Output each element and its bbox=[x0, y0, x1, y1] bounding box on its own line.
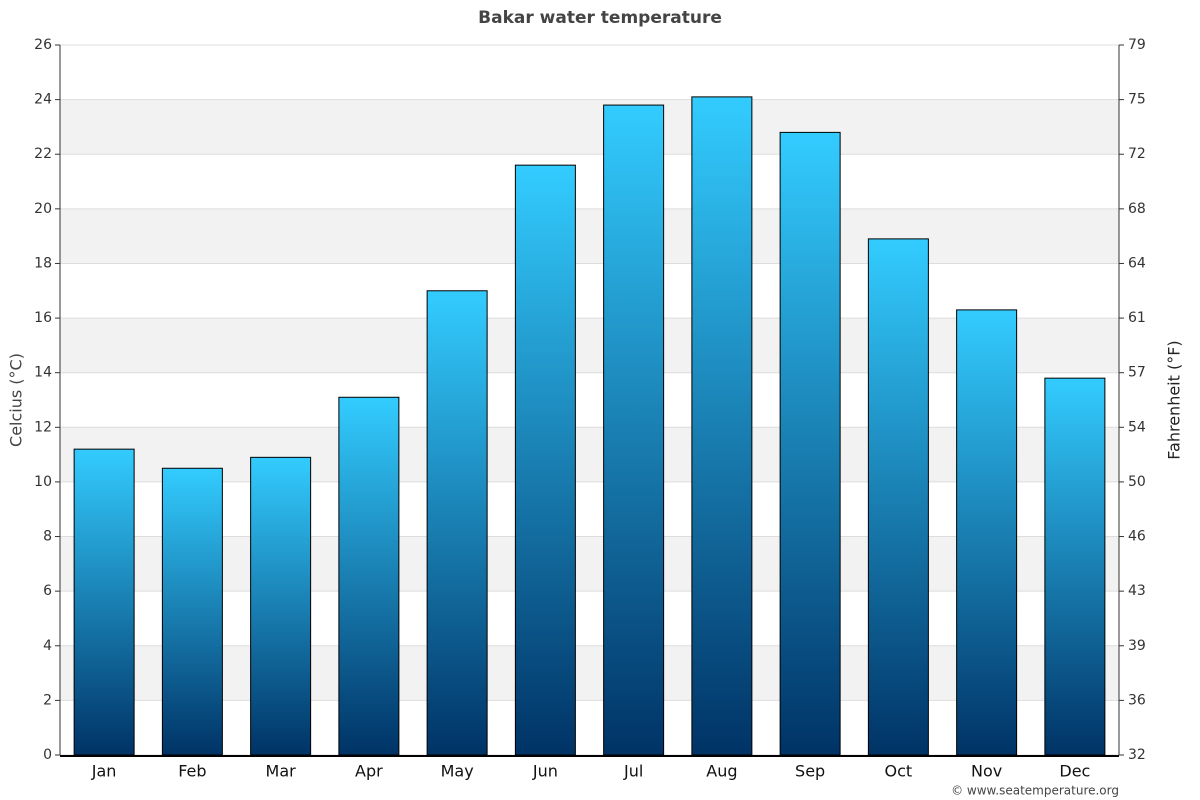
x-tick-label: Jan bbox=[91, 762, 117, 781]
bar bbox=[603, 104, 665, 756]
grid-band bbox=[60, 208, 1119, 264]
bar bbox=[161, 467, 223, 756]
x-tick-label: Jun bbox=[532, 762, 558, 781]
x-tick-label: Dec bbox=[1059, 762, 1090, 781]
y2-tick-label: 68 bbox=[1128, 201, 1146, 217]
y2-tick-label: 61 bbox=[1128, 310, 1146, 326]
y2-tick-label: 46 bbox=[1128, 529, 1146, 545]
bar bbox=[779, 131, 841, 756]
y-tick-label: 20 bbox=[34, 201, 52, 217]
y-tick-label: 2 bbox=[43, 692, 52, 708]
bar bbox=[514, 164, 576, 756]
y-tick-label: 10 bbox=[34, 474, 52, 490]
x-tick-label: Sep bbox=[795, 762, 825, 781]
y2-tick-label: 64 bbox=[1128, 255, 1146, 271]
x-tick-label: Apr bbox=[355, 762, 383, 781]
y2-tick-label: 75 bbox=[1128, 92, 1146, 108]
x-tick-label: Mar bbox=[266, 762, 297, 781]
grid-band bbox=[60, 536, 1119, 592]
y2-tick-label: 72 bbox=[1128, 146, 1146, 162]
bar bbox=[338, 396, 400, 756]
source: © www.seatemperature.org bbox=[951, 784, 1119, 798]
y2-tick-label: 79 bbox=[1128, 37, 1146, 53]
chart-title: Bakar water temperature bbox=[478, 8, 722, 28]
x-tick-label: Feb bbox=[178, 762, 206, 781]
y2-tick-label: 57 bbox=[1128, 365, 1146, 381]
y-tick-label: 4 bbox=[43, 638, 52, 654]
grid-band bbox=[60, 99, 1119, 155]
bar bbox=[867, 238, 929, 756]
bar bbox=[956, 309, 1018, 756]
y-tick-label: 8 bbox=[43, 529, 52, 545]
bar bbox=[73, 448, 135, 756]
bar bbox=[426, 290, 488, 756]
y-tick-label: 6 bbox=[43, 583, 52, 599]
y2-tick-label: 39 bbox=[1128, 638, 1146, 654]
y-tick-label: 12 bbox=[34, 419, 52, 435]
y-tick-label: 22 bbox=[34, 146, 52, 162]
y2-tick-label: 43 bbox=[1128, 583, 1146, 599]
y-tick-label: 0 bbox=[43, 747, 52, 763]
y2-tick-label: 50 bbox=[1128, 474, 1146, 490]
bar bbox=[691, 96, 753, 756]
grid-band bbox=[60, 427, 1119, 482]
x-tick-label: Aug bbox=[706, 762, 737, 781]
y-tick-label: 26 bbox=[34, 37, 52, 53]
y-tick-label: 16 bbox=[34, 310, 52, 326]
x-tick-label: Oct bbox=[885, 762, 913, 781]
y2-tick-label: 32 bbox=[1128, 747, 1146, 763]
y2-tick-label: 36 bbox=[1128, 692, 1146, 708]
grid-band bbox=[60, 645, 1119, 701]
y2-axis-label: Fahrenheit (°F) bbox=[1165, 340, 1184, 459]
bar bbox=[250, 456, 312, 756]
grid-band bbox=[60, 318, 1119, 373]
y2-tick-label: 54 bbox=[1128, 419, 1146, 435]
y-tick-label: 24 bbox=[34, 92, 52, 108]
y-axis-label: Celcius (°C) bbox=[7, 353, 26, 447]
x-tick-label: Nov bbox=[971, 762, 1002, 781]
bar bbox=[1044, 377, 1106, 756]
x-tick-label: Jul bbox=[623, 762, 643, 781]
y-tick-label: 14 bbox=[34, 365, 52, 381]
y-tick-label: 18 bbox=[34, 255, 52, 271]
x-tick-label: May bbox=[441, 762, 474, 781]
